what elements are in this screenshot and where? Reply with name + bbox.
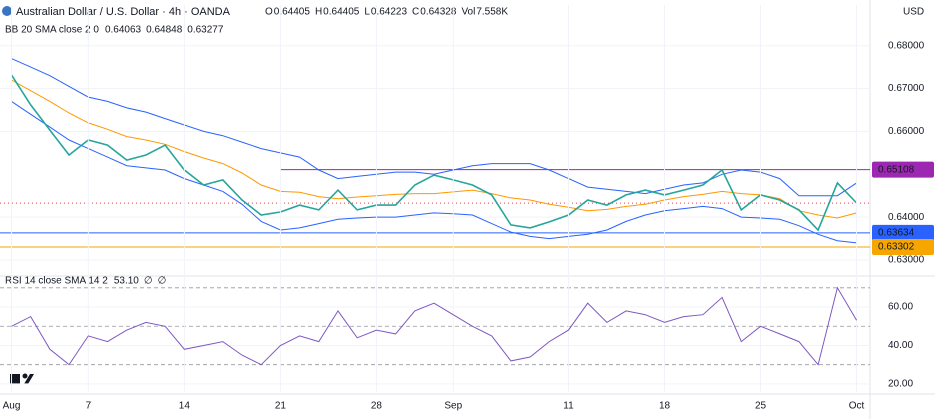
bb-label: BB 20 SMA close 2 0 xyxy=(5,25,99,36)
x-tick-label: 21 xyxy=(275,401,287,412)
symbol-title: Australian Dollar / U.S. Dollar · 4h · O… xyxy=(16,6,231,18)
y-tick-label: 40.00 xyxy=(888,340,913,351)
level-label-bg xyxy=(872,161,934,178)
ohlc-key: H xyxy=(315,7,322,18)
series-line xyxy=(11,286,858,366)
y-tick-label: 0.68000 xyxy=(888,40,925,51)
bb-value: 0.63277 xyxy=(187,25,224,36)
x-tick-label: Sep xyxy=(444,401,462,412)
y-tick-label: 20.00 xyxy=(888,379,913,390)
ohlc-value: 0.64405 xyxy=(323,7,360,18)
ohlc-value: 0.64223 xyxy=(371,7,408,18)
x-tick-label: 11 xyxy=(563,401,574,412)
x-tick-label: Oct xyxy=(849,401,865,412)
rsi-value: ∅ xyxy=(158,276,167,287)
x-tick-label: Aug xyxy=(3,401,21,412)
x-tick-label: 25 xyxy=(755,401,767,412)
y-tick-label: 0.63000 xyxy=(888,255,925,266)
y-tick-label: 60.00 xyxy=(888,302,913,313)
bb-value: 0.64848 xyxy=(146,25,183,36)
level-label-bg xyxy=(872,239,934,256)
y-tick-label: 0.64000 xyxy=(888,212,925,223)
ohlc-value: 0.64405 xyxy=(274,7,311,18)
bb-value: 0.64063 xyxy=(105,25,142,36)
rsi-value: ∅ xyxy=(144,276,153,287)
ohlc-key: L xyxy=(364,7,370,18)
level-label-bg xyxy=(872,224,934,241)
level-label: 0.63634 xyxy=(878,227,915,238)
ohlc-key: Vol xyxy=(461,7,475,18)
series-line xyxy=(11,100,857,244)
x-tick-label: 28 xyxy=(371,401,383,412)
y-tick-label: 0.66000 xyxy=(888,126,925,137)
level-label: 0.65108 xyxy=(878,164,915,175)
level-label: 0.63302 xyxy=(878,242,915,253)
series-line xyxy=(10,74,858,232)
y-tick-label: 0.67000 xyxy=(888,83,925,94)
ohlc-value: 0.64328 xyxy=(420,7,457,18)
x-tick-label: 14 xyxy=(179,401,191,412)
x-tick-label: 18 xyxy=(659,401,671,412)
ohlc-key: O xyxy=(265,7,273,18)
symbol-icon xyxy=(2,6,12,16)
x-tick-label: 7 xyxy=(86,401,92,412)
currency: USD xyxy=(903,7,924,18)
rsi-value: 53.10 xyxy=(114,276,139,287)
ohlc-key: C xyxy=(412,7,419,18)
tv-logo xyxy=(10,373,34,384)
ohlc-value: 7.558K xyxy=(476,7,508,18)
series-line xyxy=(11,79,857,219)
rsi-label: RSI 14 close SMA 14 2 xyxy=(5,276,108,287)
